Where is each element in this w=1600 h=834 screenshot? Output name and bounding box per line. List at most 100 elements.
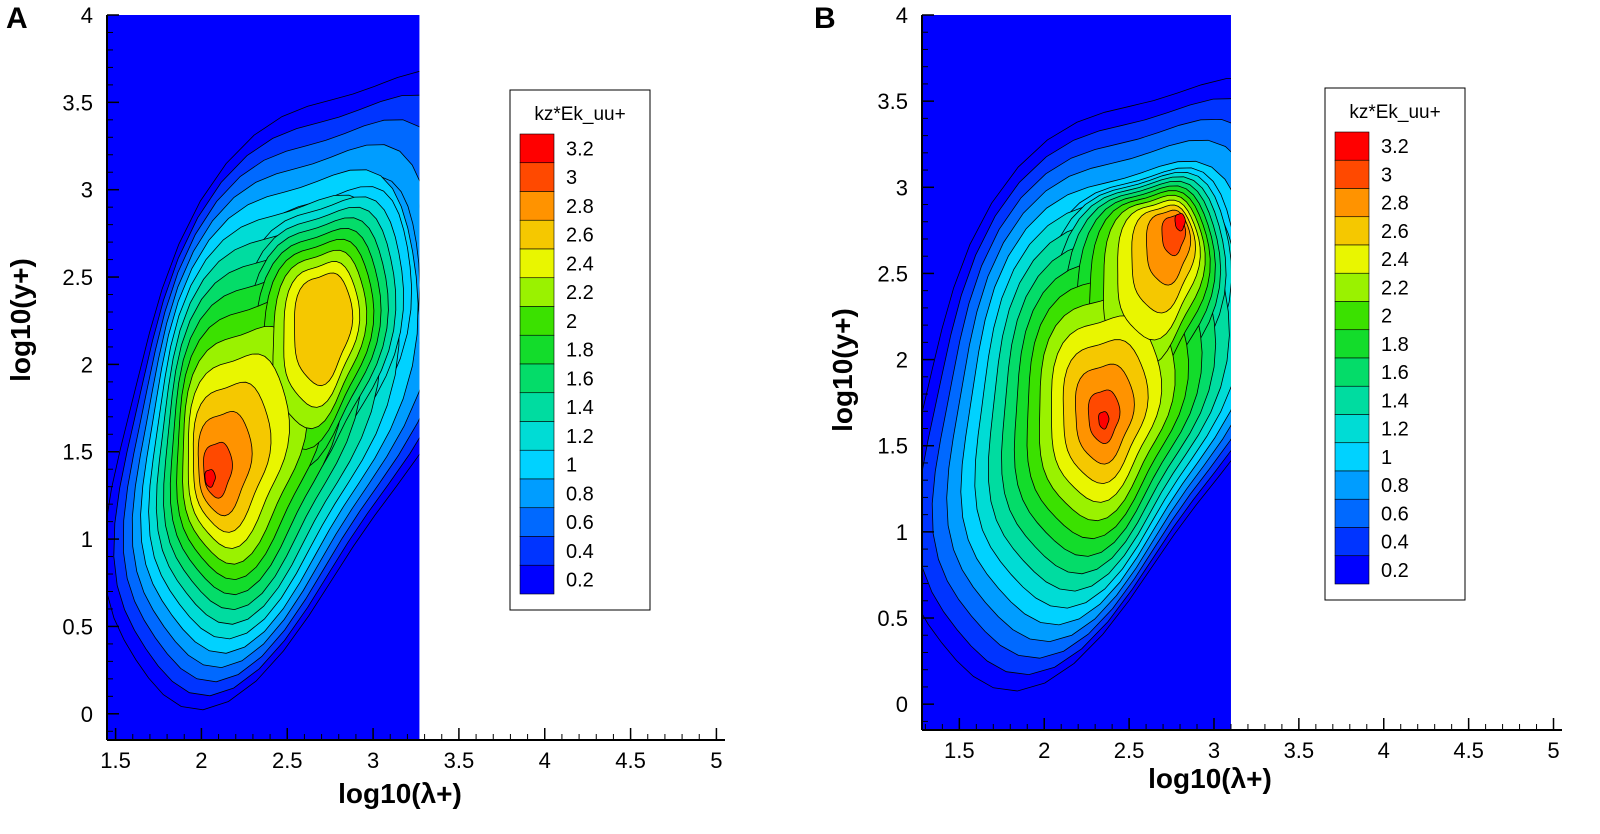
legend-swatch [519,162,555,192]
legend-swatch [1334,527,1370,557]
legend-level-label: 2.8 [1381,193,1409,215]
contour-level [293,272,354,387]
legend-swatch [519,133,555,164]
axes: 1.5 2 2.5 3 3.5 4 4.5 5 0 0.5 1 1.5 2 2.5 3 3.5 4 [62,3,725,773]
y-tick-label: 0 [81,702,93,727]
panel-label: B [814,2,836,35]
x-tick-label: 1.5 [100,748,131,773]
y-tick-label: 2.5 [62,265,93,290]
panel-a: A 1.5 2 2.5 3 3.5 4 4.5 5 0 0.5 1 1.5 2 2.5 3 3.5 4 log10… [5,2,725,809]
x-tick-label: 4.5 [1453,738,1484,763]
legend-swatch [1334,131,1370,161]
legend-level-label: 1.8 [1381,334,1409,356]
legend-level-label: 1.6 [1381,362,1409,384]
x-tick-label: 3 [367,748,379,773]
legend-swatch [1334,188,1370,218]
legend-level-label: 3.2 [566,138,594,160]
legend-swatch [519,248,555,279]
legend-level-label: 3 [1381,164,1392,186]
x-tick-label: 1.5 [944,738,975,763]
contour-level [1174,213,1186,232]
legend-swatch [519,564,555,595]
legend-swatch [519,363,555,394]
x-tick-label: 2.5 [1114,738,1145,763]
legend-level-label: 0.4 [1381,532,1409,554]
y-axis-label: log10(y+) [827,308,858,432]
y-tick-label: 3.5 [62,90,93,115]
legend-level-label: 1 [566,455,577,477]
legend-swatch [1334,385,1370,415]
legend-swatch [519,478,555,509]
legend-level-label: 0.8 [1381,475,1409,497]
legend-level-label: 1.2 [566,426,594,448]
y-tick-label: 0.5 [62,614,93,639]
x-tick-label: 3.5 [1284,738,1315,763]
x-tick-label: 2 [1038,738,1050,763]
y-tick-label: 2.5 [877,261,908,286]
legend-level-label: 2.2 [1381,277,1409,299]
x-tick-label: 5 [1547,738,1559,763]
legend-level-label: 0.6 [566,512,594,534]
legend-level-label: 2.4 [566,253,594,275]
y-tick-label: 2 [81,352,93,377]
legend-swatch [519,191,555,221]
legend-level-label: 2.2 [566,282,594,304]
legend-swatch [519,536,555,566]
legend-swatch [1334,301,1370,331]
legend-level-label: 1.4 [566,397,594,419]
legend-swatch [519,421,555,451]
x-tick-label: 4 [539,748,551,773]
legend-swatch [519,306,555,336]
y-tick-label: 2 [896,348,908,373]
legend-level-label: 1.8 [566,340,594,362]
legend: kz*Ek_uu+ 3.2 3 2.8 2.6 2.4 2.2 2 1.8 1.6 1.4 1.2 1 0… [509,89,651,611]
contour-level [204,469,216,488]
legend-swatch [1334,442,1370,472]
y-tick-label: 3.5 [877,89,908,114]
legend-swatch [1334,414,1370,444]
legend-swatch [519,392,555,422]
y-tick-label: 4 [896,3,908,28]
legend-swatch [519,507,555,537]
y-tick-label: 1 [81,527,93,552]
y-tick-label: 3 [81,178,93,203]
legend-swatch [1334,272,1370,302]
contour-chart-a: 1.5 2 2.5 3 3.5 4 4.5 5 0 0.5 1 1.5 2 2.5 3 3.5 4 log10(λ… [5,3,725,809]
x-axis-label: log10(λ+) [338,778,462,809]
legend-swatch [1334,159,1370,189]
legend-level-label: 2 [566,311,577,333]
y-tick-label: 1.5 [62,440,93,465]
axes: 1.5 2 2.5 3 3.5 4 4.5 5 0 0.5 1 1.5 2 2.5 3 3.5 4 [877,3,1562,763]
panel-b: B 1.5 2 2.5 3 3.5 4 4.5 5 0 0.5 1 1.5 2 2.5 3 3.5 4 log10… [800,0,1600,834]
y-tick-label: 4 [81,3,93,28]
legend-swatch [1334,555,1370,585]
legend-level-label: 3 [566,167,577,189]
x-tick-label: 4 [1378,738,1390,763]
contour-fills [922,78,1231,692]
y-tick-label: 3 [896,175,908,200]
legend: kz*Ek_uu+ 3.2 3 2.8 2.6 2.4 2.2 2 1.8 1.6 1.4 1.2 1 0… [1324,87,1466,601]
legend-swatch [519,449,555,480]
y-tick-label: 1 [896,520,908,545]
x-tick-label: 5 [710,748,722,773]
legend-swatch [1334,244,1370,274]
legend-level-label: 1 [1381,447,1392,469]
legend-swatch [1334,470,1370,500]
legend-level-label: 0.2 [1381,560,1409,582]
x-tick-label: 3 [1208,738,1220,763]
y-tick-label: 1.5 [877,434,908,459]
legend-level-label: 2.8 [566,196,594,218]
legend-level-label: 3.2 [1381,136,1409,158]
legend-level-label: 2.6 [1381,221,1409,243]
legend-swatch [519,219,555,250]
legend-swatch [519,277,555,307]
legend-level-label: 0.4 [566,541,594,563]
legend-title: kz*Ek_uu+ [534,104,625,125]
legend-swatch [1334,216,1370,246]
legend-swatch [1334,329,1370,359]
legend-level-label: 2 [1381,306,1392,328]
x-axis-label: log10(λ+) [1148,763,1272,794]
legend-level-label: 0.2 [566,570,594,592]
legend-swatch [519,334,555,365]
legend-level-label: 0.8 [566,483,594,505]
